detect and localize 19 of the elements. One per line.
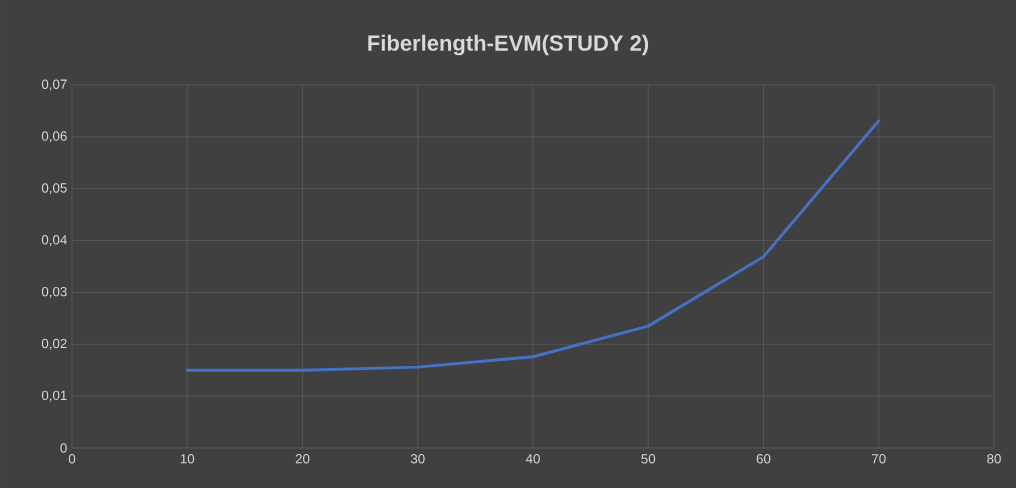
x-tick-label: 50 [641,454,656,464]
x-tick-label: 60 [756,454,771,464]
chart-title: Fiberlength-EVM(STUDY 2) [368,34,649,56]
x-tick-label: 30 [410,454,425,464]
line-series [185,119,881,372]
x-tick-label: 70 [872,454,886,464]
x-tick-label: 0 [68,454,76,464]
x-tick-label: 10 [180,454,195,464]
y-tick-label: 0,07 [41,79,67,91]
y-tick-label: 0,04 [41,235,67,247]
y-tick-label: 0,01 [41,390,67,402]
y-tick-label: 0,03 [41,286,67,298]
y-tick-label: 0,05 [41,183,67,195]
y-tick-label: 0 [60,443,67,453]
x-tick-label: 40 [525,454,540,464]
y-tick-label: 0,02 [41,338,67,350]
y-tick-label: 0,06 [41,131,67,143]
x-tick-label: 20 [295,454,310,464]
x-tick-label: 80 [987,454,1001,464]
